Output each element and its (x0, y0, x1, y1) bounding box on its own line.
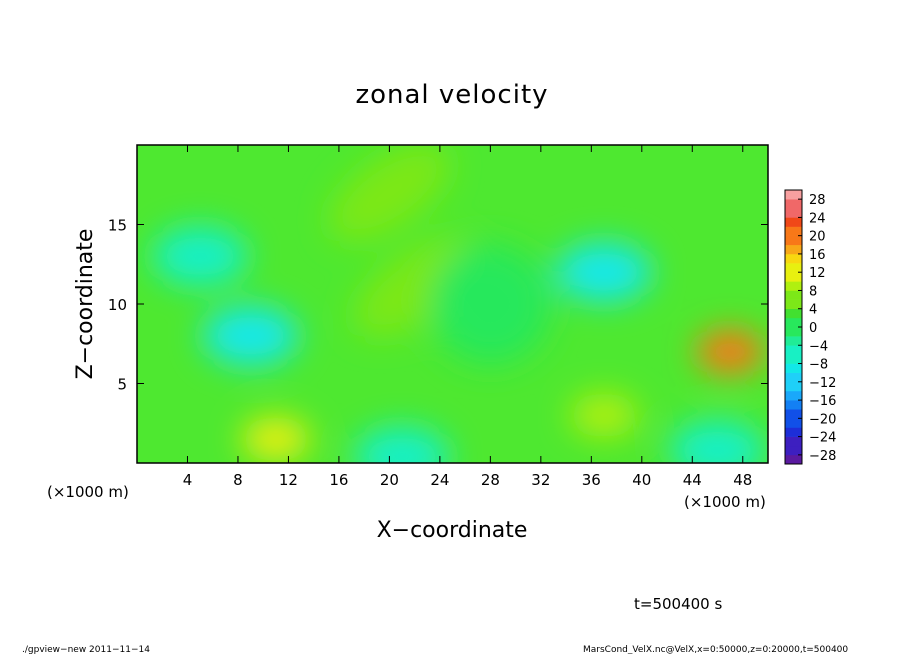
colorbar-label: 16 (809, 248, 826, 263)
x-tick-label: 28 (481, 471, 500, 489)
field-feature-7 (152, 226, 249, 287)
colorbar-label: 20 (809, 230, 826, 245)
x-tick-label: 4 (183, 471, 193, 489)
chart-title: zonal velocity (355, 80, 548, 110)
field-feature-10 (430, 244, 551, 364)
colorbar-bin (785, 263, 802, 273)
colorbar-bin (785, 363, 802, 373)
colorbar-bin (785, 217, 802, 227)
colorbar-bin (785, 244, 802, 255)
x-tick-label: 20 (380, 471, 399, 489)
y-tick-label: 10 (108, 296, 127, 314)
colorbar-label: −4 (809, 339, 828, 354)
footer-left: ./gpview−new 2011−11−14 (22, 645, 150, 654)
colorbar-bin (785, 317, 802, 328)
colorbar-bin (785, 345, 802, 355)
field-feature-0 (354, 239, 476, 337)
field-feature-5 (202, 305, 299, 366)
heatmap-field (137, 145, 768, 463)
colorbar-bin (785, 400, 802, 410)
x-tick-label: 32 (531, 471, 550, 489)
colorbar-label: 24 (809, 211, 826, 226)
field-feature-2 (241, 417, 310, 462)
colorbar-bin (785, 327, 802, 337)
colorbar-bin (785, 199, 802, 209)
x-unit-right: (×1000 m) (684, 493, 766, 511)
colorbar-label: 4 (809, 303, 817, 318)
colorbar-label: −28 (809, 449, 836, 464)
colorbar-bin (785, 336, 802, 346)
colorbar-bin (785, 272, 802, 282)
x-unit-left: (×1000 m) (47, 483, 129, 501)
colorbar-bin (785, 390, 802, 401)
colorbar-bin (785, 372, 802, 383)
colorbar-bin (785, 445, 802, 456)
colorbar-bin (785, 436, 802, 447)
colorbar-label: −16 (809, 394, 836, 409)
colorbar: 28 24 20 16 12 8 4 0 −4 −8 −12 −16 −20 −24 −28 (784, 189, 836, 465)
colorbar-label: −20 (809, 412, 836, 427)
colorbar-bin (785, 290, 802, 300)
colorbar-label: 0 (809, 321, 817, 336)
colorbar-bin (785, 235, 802, 246)
colorbar-label: 8 (809, 284, 817, 299)
x-tick-label: 48 (733, 471, 752, 489)
x-tick-label: 40 (632, 471, 651, 489)
y-axis-label: Z−coordinate (73, 229, 98, 380)
colorbar-label: −12 (809, 376, 836, 391)
y-tick-label: 5 (117, 376, 127, 394)
colorbar-bin (785, 409, 802, 419)
x-tick-label: 16 (329, 471, 348, 489)
x-tick-label: 24 (430, 471, 449, 489)
colorbar-bin (785, 427, 802, 437)
footer-right: MarsCond_VelX.nc@VelX,x=0:50000,z=0:2000… (583, 645, 848, 654)
colorbar-label: 28 (809, 193, 826, 208)
y-axis: 5 10 15 (108, 217, 768, 394)
colorbar-bin (785, 381, 802, 392)
x-axis: 4 8 12 16 20 24 28 32 36 40 44 48 (183, 145, 752, 489)
x-tick-label: 44 (683, 471, 702, 489)
colorbar-bin (785, 299, 802, 310)
colorbar-bin (785, 308, 802, 319)
colorbar-bin (785, 190, 802, 200)
field-feature-9 (669, 420, 766, 463)
x-tick-label: 8 (233, 471, 243, 489)
colorbar-label: −24 (809, 431, 836, 446)
colorbar-bin (785, 354, 802, 364)
colorbar-bin (785, 418, 802, 428)
x-tick-label: 12 (279, 471, 298, 489)
colorbar-label: 12 (809, 266, 826, 281)
field-feature-4 (569, 393, 638, 438)
colorbar-label: −8 (809, 358, 828, 373)
colorbar-bin (785, 253, 802, 264)
colorbar-bin (785, 454, 802, 465)
colorbar-bin (785, 226, 802, 236)
x-tick-label: 36 (582, 471, 601, 489)
y-tick-label: 15 (108, 217, 127, 235)
field-feature-8 (354, 426, 451, 463)
field-feature-1 (328, 145, 450, 242)
colorbar-bin (785, 208, 802, 218)
x-axis-label: X−coordinate (377, 518, 528, 543)
field-feature-6 (555, 242, 652, 303)
colorbar-bin (785, 281, 802, 291)
field-feature-3 (696, 329, 765, 374)
time-label: t=500400 s (634, 595, 722, 613)
